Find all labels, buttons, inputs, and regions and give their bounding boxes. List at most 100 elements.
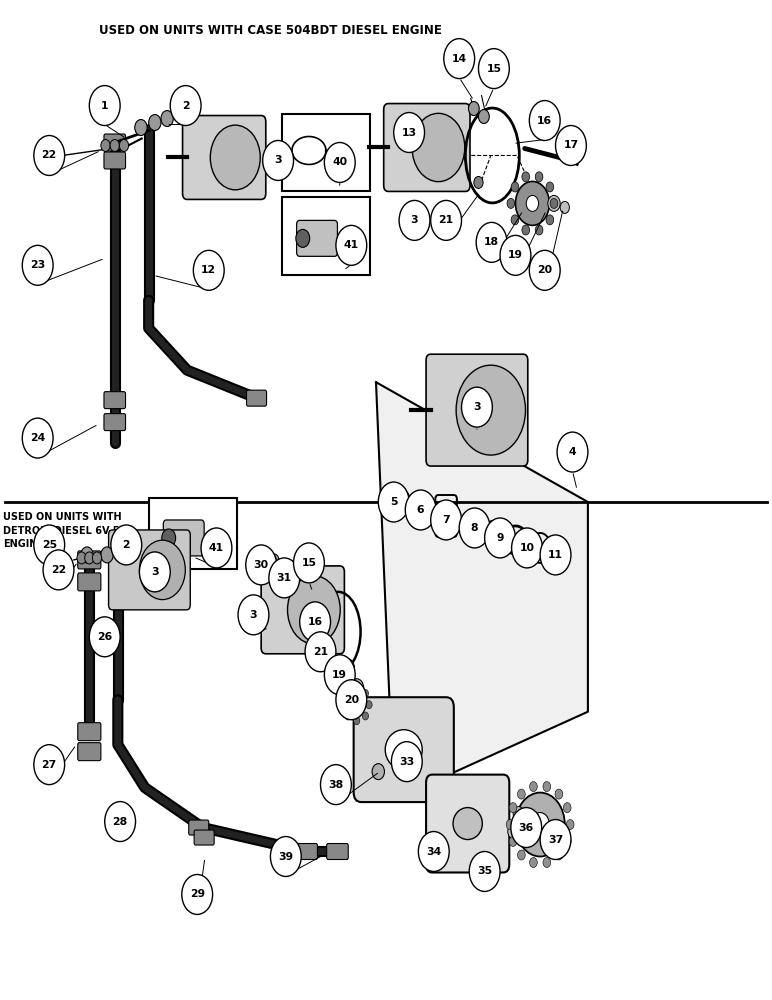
Circle shape xyxy=(293,543,324,583)
Circle shape xyxy=(507,198,515,208)
Circle shape xyxy=(320,765,351,805)
Circle shape xyxy=(517,789,525,799)
Text: 15: 15 xyxy=(301,558,317,568)
Circle shape xyxy=(405,490,436,530)
Circle shape xyxy=(560,201,570,213)
Circle shape xyxy=(378,482,409,522)
Circle shape xyxy=(34,525,65,565)
Circle shape xyxy=(412,113,465,182)
Circle shape xyxy=(77,552,86,564)
Text: 12: 12 xyxy=(201,265,216,275)
Circle shape xyxy=(530,782,537,792)
Text: 28: 28 xyxy=(113,817,127,827)
Text: 19: 19 xyxy=(508,250,523,260)
Circle shape xyxy=(462,387,493,427)
FancyBboxPatch shape xyxy=(426,775,510,872)
FancyBboxPatch shape xyxy=(164,520,204,556)
Circle shape xyxy=(517,850,525,860)
Text: 3: 3 xyxy=(473,402,481,412)
Circle shape xyxy=(444,39,475,79)
Text: 20: 20 xyxy=(537,265,552,275)
Circle shape xyxy=(546,182,554,192)
Circle shape xyxy=(555,789,563,799)
Text: 9: 9 xyxy=(496,533,504,543)
Text: 40: 40 xyxy=(332,157,347,167)
Text: 20: 20 xyxy=(344,695,359,705)
Circle shape xyxy=(567,820,574,830)
Circle shape xyxy=(543,782,550,792)
Text: 39: 39 xyxy=(278,852,293,862)
Text: USED ON UNITS WITH CASE 504BDT DIESEL ENGINE: USED ON UNITS WITH CASE 504BDT DIESEL EN… xyxy=(99,24,442,37)
FancyBboxPatch shape xyxy=(296,844,317,860)
Circle shape xyxy=(391,742,422,782)
Circle shape xyxy=(550,198,558,208)
Circle shape xyxy=(527,195,539,211)
FancyBboxPatch shape xyxy=(188,820,208,835)
Circle shape xyxy=(362,689,368,697)
Circle shape xyxy=(140,540,185,600)
Text: 3: 3 xyxy=(411,215,418,225)
Circle shape xyxy=(210,125,260,190)
Text: USED ON UNITS WITH
DETROIT DIESEL 6V-53
ENGINE: USED ON UNITS WITH DETROIT DIESEL 6V-53 … xyxy=(3,512,127,549)
Text: 22: 22 xyxy=(51,565,66,575)
Circle shape xyxy=(283,566,292,578)
Text: 6: 6 xyxy=(417,505,425,515)
Text: 37: 37 xyxy=(548,835,563,845)
Circle shape xyxy=(548,195,560,211)
Circle shape xyxy=(110,140,120,151)
FancyBboxPatch shape xyxy=(246,390,266,406)
Circle shape xyxy=(34,745,65,785)
Circle shape xyxy=(456,365,526,455)
Circle shape xyxy=(394,113,425,152)
Text: 13: 13 xyxy=(401,128,417,138)
Circle shape xyxy=(336,680,367,720)
FancyBboxPatch shape xyxy=(104,414,126,431)
Circle shape xyxy=(557,432,588,472)
Circle shape xyxy=(238,595,269,635)
Ellipse shape xyxy=(385,730,422,770)
Circle shape xyxy=(540,535,571,575)
FancyBboxPatch shape xyxy=(327,844,348,860)
FancyBboxPatch shape xyxy=(78,743,101,761)
Circle shape xyxy=(564,836,571,846)
Circle shape xyxy=(22,245,53,285)
Text: 19: 19 xyxy=(332,670,347,680)
Text: 14: 14 xyxy=(452,54,467,64)
FancyBboxPatch shape xyxy=(296,220,337,256)
Text: 2: 2 xyxy=(123,540,130,550)
Circle shape xyxy=(522,172,530,182)
Text: 5: 5 xyxy=(390,497,398,507)
Text: 31: 31 xyxy=(276,573,292,583)
Circle shape xyxy=(111,525,142,565)
Circle shape xyxy=(171,86,201,126)
Text: 35: 35 xyxy=(477,866,493,876)
Circle shape xyxy=(340,659,354,677)
FancyBboxPatch shape xyxy=(78,551,101,569)
Circle shape xyxy=(269,554,279,566)
Circle shape xyxy=(372,764,384,780)
Circle shape xyxy=(287,576,340,644)
Circle shape xyxy=(162,529,175,547)
Circle shape xyxy=(93,552,102,564)
Text: 1: 1 xyxy=(101,101,109,111)
Circle shape xyxy=(511,808,542,848)
Circle shape xyxy=(341,701,347,709)
FancyBboxPatch shape xyxy=(282,197,370,275)
Text: 33: 33 xyxy=(399,757,415,767)
Text: 41: 41 xyxy=(344,240,359,250)
FancyBboxPatch shape xyxy=(194,830,214,845)
Circle shape xyxy=(324,655,355,695)
Circle shape xyxy=(296,229,310,247)
FancyBboxPatch shape xyxy=(78,573,101,591)
Circle shape xyxy=(43,550,74,590)
Text: 25: 25 xyxy=(42,540,57,550)
Text: 30: 30 xyxy=(253,560,269,570)
Circle shape xyxy=(101,547,113,563)
Circle shape xyxy=(474,176,483,188)
Circle shape xyxy=(530,858,537,868)
Circle shape xyxy=(516,793,565,857)
Text: 22: 22 xyxy=(42,150,57,160)
Circle shape xyxy=(543,858,550,868)
Circle shape xyxy=(546,215,554,225)
Circle shape xyxy=(117,547,129,563)
